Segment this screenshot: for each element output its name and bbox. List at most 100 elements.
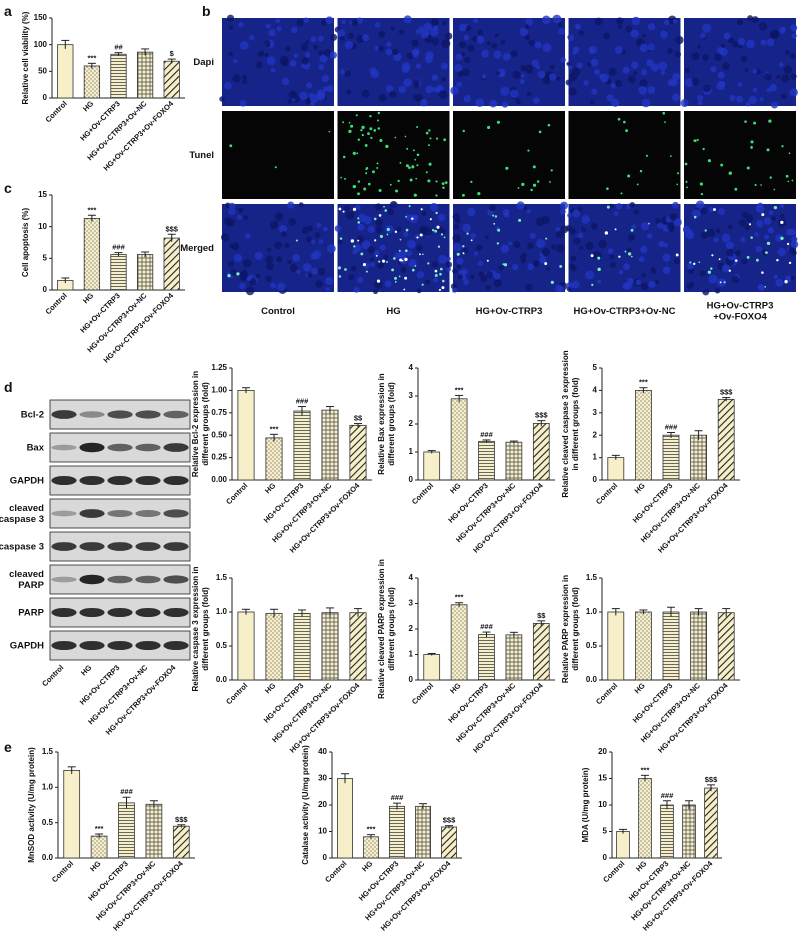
nucleus bbox=[672, 201, 679, 209]
nucleus bbox=[608, 67, 617, 76]
micrograph bbox=[222, 111, 334, 199]
tunel-dot bbox=[769, 176, 772, 179]
nucleus bbox=[254, 251, 263, 260]
nucleus bbox=[374, 22, 381, 28]
error-bar bbox=[482, 631, 491, 638]
nucleus bbox=[245, 286, 255, 296]
nucleus bbox=[475, 98, 485, 107]
nucleus bbox=[673, 258, 681, 265]
tunel-dot bbox=[711, 254, 714, 257]
bar bbox=[265, 437, 283, 481]
nucleus bbox=[710, 66, 717, 73]
nucleus bbox=[376, 261, 385, 269]
nucleus bbox=[701, 54, 709, 61]
nucleus bbox=[450, 86, 459, 95]
nucleus bbox=[525, 283, 533, 292]
band bbox=[51, 576, 77, 583]
tunel-dot bbox=[766, 148, 770, 152]
nucleus bbox=[238, 22, 244, 28]
tunel-dot bbox=[693, 139, 696, 142]
band bbox=[79, 475, 105, 486]
tunel-dot bbox=[768, 119, 772, 123]
nucleus bbox=[714, 53, 722, 61]
nucleus bbox=[278, 224, 288, 234]
nucleus bbox=[493, 279, 502, 288]
tunel-dot bbox=[376, 162, 379, 165]
nucleus bbox=[650, 63, 659, 72]
tunel-dot bbox=[788, 261, 792, 265]
nucleus bbox=[685, 229, 693, 236]
nucleus bbox=[616, 203, 623, 210]
y-axis-label: Relative caspase 3 expression in bbox=[191, 566, 200, 691]
tunel-dot bbox=[357, 192, 360, 196]
nucleus bbox=[773, 274, 778, 279]
nucleus bbox=[325, 16, 334, 25]
y-tick-label: 10 bbox=[318, 827, 327, 836]
tunel-dot bbox=[477, 192, 481, 196]
y-tick-label: 15 bbox=[598, 774, 607, 783]
nucleus bbox=[300, 43, 309, 52]
tunel-dot bbox=[416, 164, 419, 167]
tunel-dot bbox=[627, 174, 631, 178]
tunel-dot bbox=[761, 271, 764, 274]
y-tick-label: 0 bbox=[593, 475, 598, 484]
tunel-dot bbox=[361, 134, 364, 137]
bar bbox=[145, 803, 163, 859]
y-axis-label: Cell apoptosis (%) bbox=[21, 207, 30, 277]
nucleus bbox=[747, 15, 754, 22]
nucleus bbox=[310, 36, 317, 43]
significance: ### bbox=[480, 430, 493, 439]
tunel-dot bbox=[399, 238, 402, 241]
band bbox=[51, 640, 77, 651]
tunel-dot bbox=[339, 237, 343, 240]
y-tick-label: 0 bbox=[43, 285, 48, 294]
nucleus bbox=[476, 35, 485, 44]
nucleus bbox=[527, 242, 534, 250]
bar bbox=[662, 434, 680, 481]
nucleus bbox=[752, 69, 758, 74]
bar bbox=[363, 836, 379, 859]
nucleus bbox=[737, 20, 742, 26]
nucleus bbox=[265, 262, 274, 271]
panel-label: b bbox=[202, 3, 211, 19]
nucleus bbox=[279, 55, 289, 65]
nucleus bbox=[603, 32, 611, 40]
nucleus bbox=[542, 43, 552, 53]
error-bar bbox=[87, 214, 96, 222]
nucleus bbox=[555, 76, 561, 82]
tunel-dot bbox=[440, 267, 443, 271]
nucleus bbox=[291, 26, 298, 34]
nucleus bbox=[721, 233, 731, 243]
nucleus bbox=[695, 200, 705, 210]
band-label: Bcl-2 bbox=[21, 410, 44, 421]
nucleus bbox=[567, 34, 574, 42]
band-label: GAPDH bbox=[10, 476, 44, 487]
bar bbox=[505, 441, 523, 481]
error-bar bbox=[427, 450, 436, 454]
column-label: HG+Ov-CTRP3 bbox=[476, 306, 543, 317]
nucleus bbox=[363, 216, 372, 225]
nucleus bbox=[318, 239, 324, 244]
bar bbox=[717, 398, 735, 481]
nucleus bbox=[594, 69, 600, 75]
tunel-dot bbox=[369, 115, 372, 118]
nucleus bbox=[307, 273, 313, 278]
nucleus bbox=[609, 261, 616, 268]
y-tick-label: 40 bbox=[318, 747, 327, 756]
y-tick-label: 0 bbox=[603, 853, 608, 862]
tunel-dot bbox=[357, 180, 361, 183]
nucleus bbox=[597, 279, 602, 284]
nucleus bbox=[494, 33, 499, 38]
nucleus bbox=[467, 207, 476, 217]
nucleus bbox=[228, 25, 234, 30]
tunel-dot bbox=[363, 187, 367, 191]
y-tick-label: 0.5 bbox=[42, 818, 54, 827]
x-tick-label: HG bbox=[88, 859, 102, 873]
tunel-dot bbox=[675, 253, 679, 257]
nucleus bbox=[361, 240, 371, 250]
significance: *** bbox=[95, 824, 104, 833]
nucleus bbox=[373, 250, 380, 257]
tunel-dot bbox=[699, 182, 703, 186]
y-tick-label: 1 bbox=[409, 447, 414, 456]
nucleus bbox=[740, 55, 748, 63]
